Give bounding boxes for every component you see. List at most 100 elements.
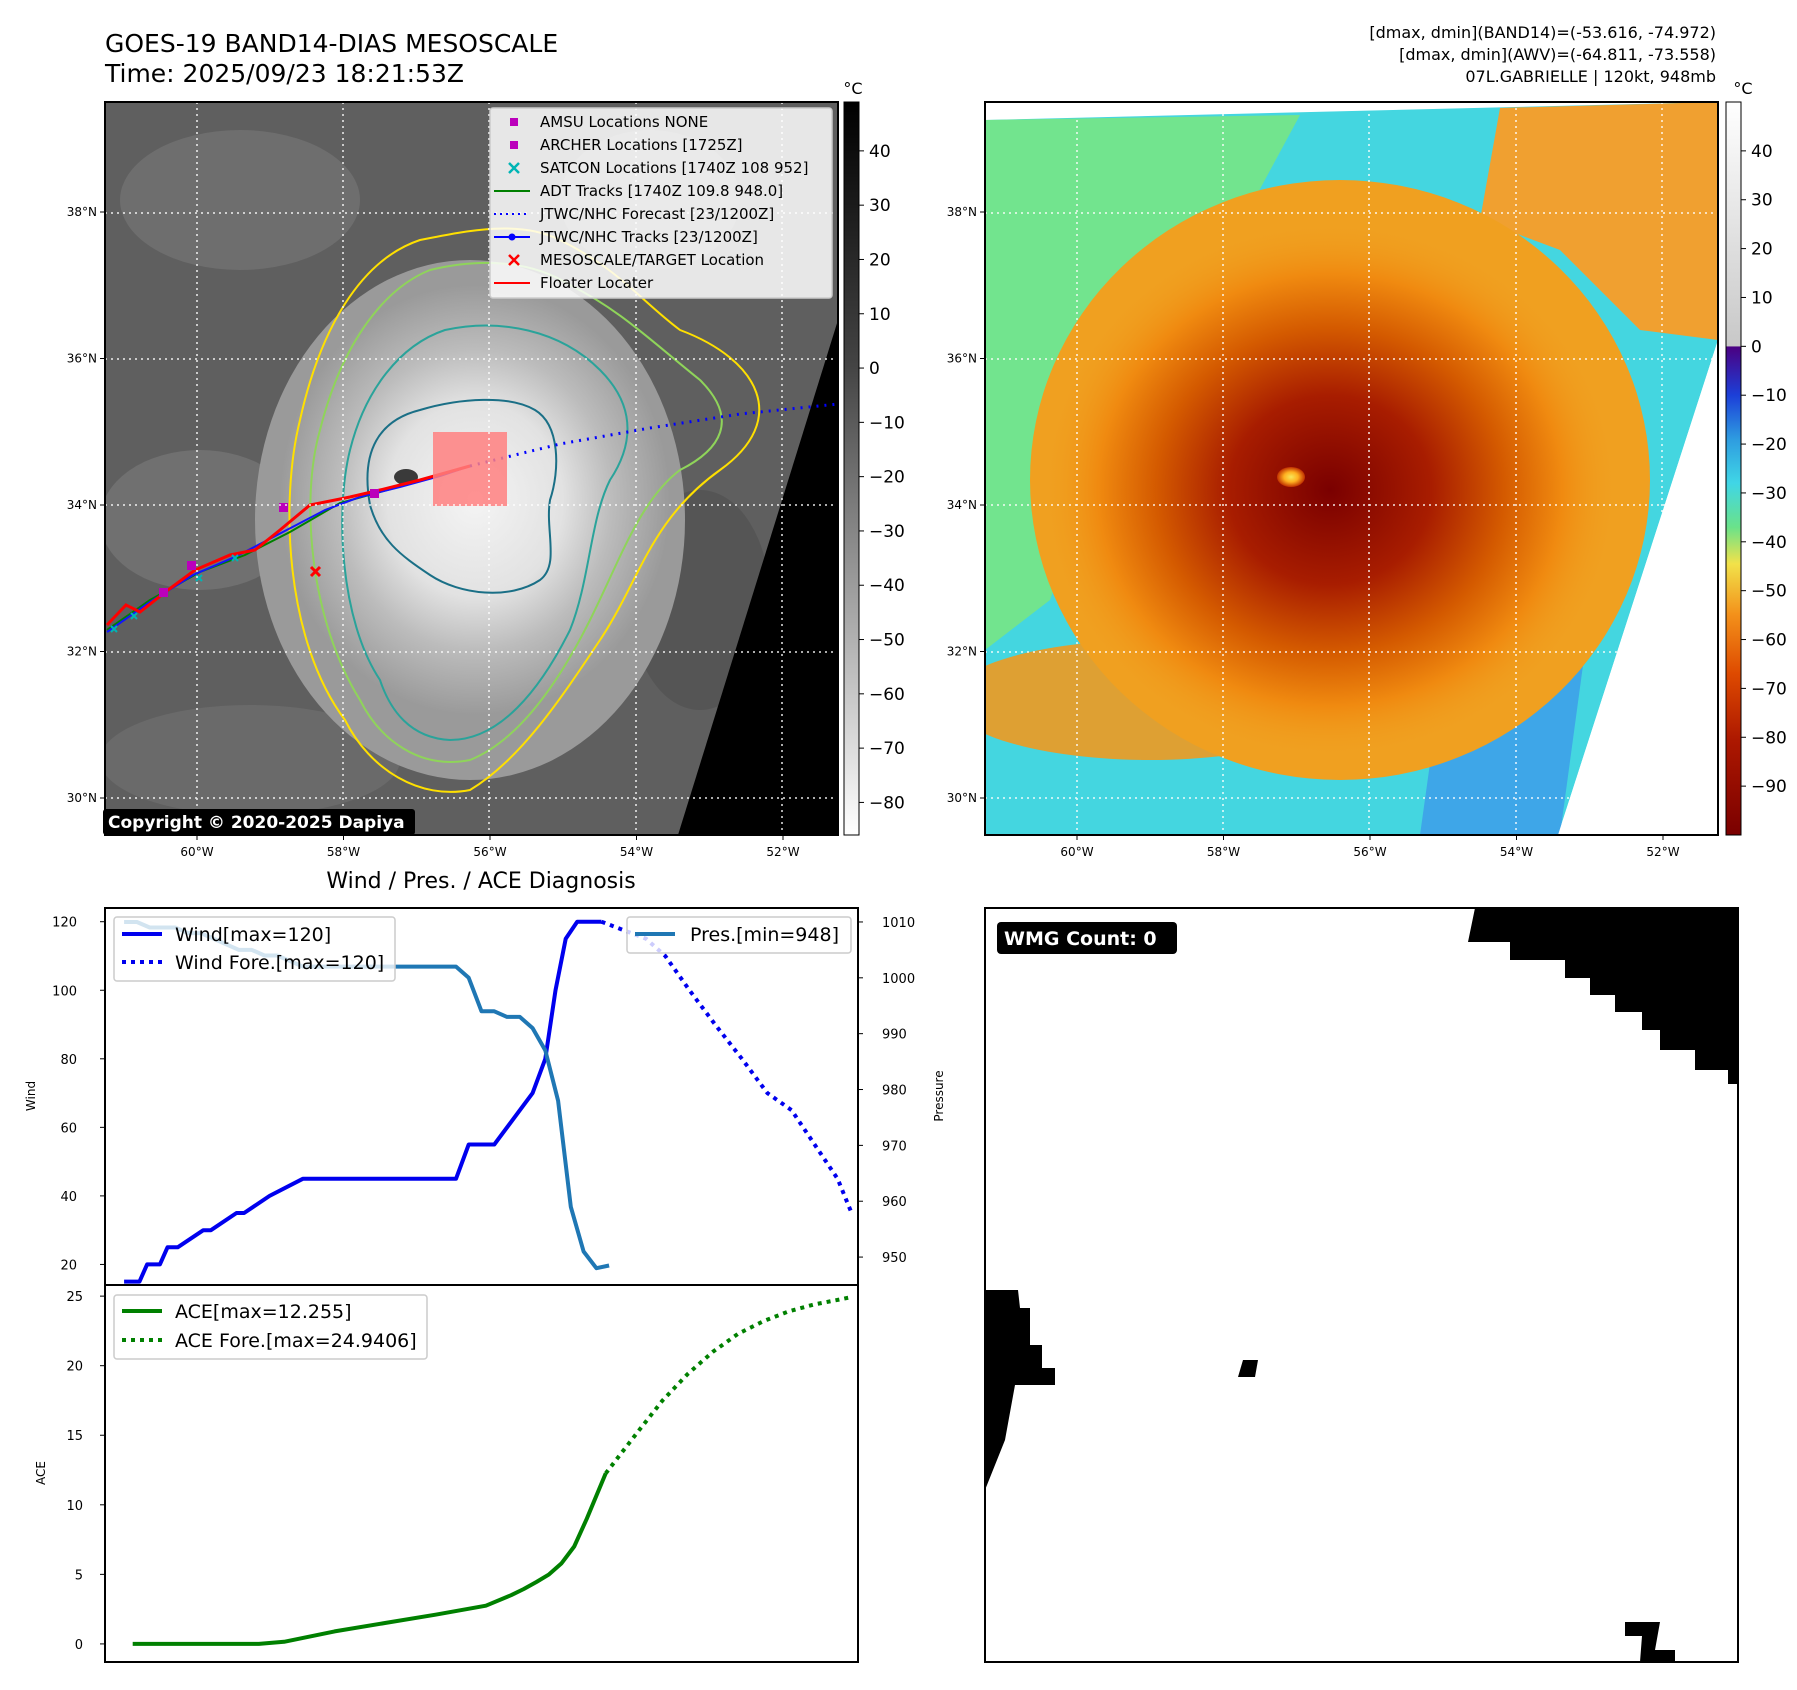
- ir-colorbar-ramp: [843, 101, 860, 836]
- floater-locater: [105, 464, 471, 627]
- legend-label: AMSU Locations NONE: [540, 113, 708, 131]
- lat-label: 36°N: [947, 352, 977, 366]
- colorbar-tick-label: −50: [869, 631, 905, 651]
- ir-contour-dark-teal: [366, 398, 558, 594]
- ir-colorbar: °C 40 30 20 10 0 −10 −20 −30 −40 −50 −60 −70 −80: [843, 79, 905, 836]
- series-wind-max-----: [124, 919, 602, 1284]
- colorbar-tick-label: −80: [1751, 728, 1787, 748]
- colorbar-tick-label: −50: [1751, 582, 1787, 602]
- lat-label: 30°N: [67, 791, 97, 805]
- lat-label: 32°N: [947, 645, 977, 659]
- ace-fore-legend-label: ACE Fore.[max=24.9406]: [175, 1330, 417, 1352]
- pressure-tick-label: 970: [882, 1139, 907, 1154]
- wmg-mask-bottom-right: [1625, 1622, 1675, 1662]
- lon-label: 58°W: [327, 845, 360, 859]
- wind-tick-label: 20: [60, 1258, 77, 1273]
- lon-label: 54°W: [1500, 845, 1533, 859]
- wv-colorbar-unit: °C: [1733, 79, 1752, 98]
- lat-label: 32°N: [67, 645, 97, 659]
- figure-time: Time: 2025/09/23 18:21:53Z: [104, 59, 464, 88]
- legend-marker-x: [508, 162, 520, 174]
- legend-marker-dot: [508, 233, 516, 241]
- ace-tick-label: 10: [66, 1499, 83, 1514]
- ir-texture: [105, 450, 300, 590]
- legend-box: [489, 107, 833, 299]
- wind-tick-label: 60: [60, 1121, 77, 1136]
- wv-upper-outflow: [1480, 102, 1718, 340]
- ir-contour-light-green: [309, 261, 723, 763]
- floater-box: [433, 432, 507, 506]
- pressure-tick-label: 1010: [882, 916, 915, 931]
- colorbar-tick-label: −70: [869, 739, 905, 759]
- wind-tick-label: 40: [60, 1190, 77, 1205]
- lat-label: 38°N: [947, 205, 977, 219]
- colorbar-tick-label: −60: [869, 685, 905, 705]
- wmg-mask-top-right: [1468, 908, 1738, 1084]
- ir-contour-teal: [341, 324, 629, 742]
- lat-label: 30°N: [947, 791, 977, 805]
- wmg-mask-spot: [1238, 1360, 1258, 1377]
- colorbar-tick-label: −10: [869, 413, 905, 433]
- info-storm: 07L.GABRIELLE | 120kt, 948mb: [1465, 67, 1716, 86]
- wind-legend: Wind[max=120] Wind Fore.[max=120]: [113, 916, 396, 982]
- wind-legend-label: Wind[max=120]: [175, 924, 331, 946]
- lon-label: 54°W: [620, 845, 653, 859]
- colorbar-tick-label: −20: [1751, 435, 1787, 455]
- lon-label: 60°W: [180, 845, 213, 859]
- colorbar-tick-label: 30: [869, 196, 891, 216]
- ace-tick-label: 20: [66, 1360, 83, 1375]
- ir-no-data-region: [678, 320, 838, 835]
- colorbar-tick-label: 40: [1751, 142, 1773, 162]
- pressure-tick-label: 990: [882, 1028, 907, 1043]
- ir-texture: [120, 130, 360, 270]
- wmg-count-box: [997, 922, 1177, 954]
- ir-contour-yellow: [288, 227, 761, 793]
- legend-label: ADT Tracks [1740Z 109.8 948.0]: [540, 182, 783, 200]
- pressure-legend-label: Pres.[min=948]: [690, 924, 839, 946]
- pressure-axis-label: Pressure: [932, 1070, 946, 1121]
- colorbar-tick-label: −20: [869, 468, 905, 488]
- colorbar-tick-label: −10: [1751, 386, 1787, 406]
- legend-label: JTWC/NHC Tracks [23/1200Z]: [539, 228, 758, 246]
- colorbar-tick-label: −30: [1751, 484, 1787, 504]
- ace-tick-label: 0: [75, 1638, 83, 1653]
- colorbar-tick-label: 40: [869, 142, 891, 162]
- ace-legend-box: [113, 1294, 428, 1360]
- series-ace-max--------: [132, 1472, 608, 1646]
- lat-label: 34°N: [67, 498, 97, 512]
- wv-gridlines: [985, 102, 1718, 835]
- lat-label: 34°N: [947, 498, 977, 512]
- lon-label: 58°W: [1207, 845, 1240, 859]
- wmg-panel: WMG Count: 0: [984, 907, 1739, 1663]
- wmg-mask-left: [985, 1290, 1055, 1490]
- colorbar-tick-label: 0: [1751, 337, 1762, 357]
- lat-label: 38°N: [67, 205, 97, 219]
- wv-core: [1040, 220, 1620, 760]
- wv-colorbar: °C 40 30 20 10 0 −10 −20 −30 −40 −50 −60 −70 −80 −90: [1725, 79, 1787, 836]
- figure-title: GOES-19 BAND14-DIAS MESOSCALE: [105, 29, 558, 58]
- lon-label: 52°W: [1646, 845, 1679, 859]
- lon-label: 52°W: [766, 845, 799, 859]
- pressure-tick-label: 980: [882, 1084, 907, 1099]
- ir-texture: [105, 705, 400, 815]
- wv-map-frame: [984, 101, 1719, 836]
- copyright-text: Copyright © 2020-2025 Dapiya: [108, 813, 405, 833]
- lon-label: 56°W: [473, 845, 506, 859]
- ace-axis-label: ACE: [34, 1461, 48, 1485]
- colorbar-tick-label: −90: [1751, 777, 1787, 797]
- wv-colorbar-ramp: [1725, 101, 1742, 836]
- colorbar-tick-label: −40: [1751, 533, 1787, 553]
- ace-tick-label: 25: [66, 1290, 83, 1305]
- mesoscale-target-marker: [309, 565, 322, 578]
- colorbar-tick-label: −30: [869, 522, 905, 542]
- wind-axis-label: Wind: [24, 1081, 38, 1111]
- wv-eye: [1277, 467, 1305, 487]
- ace-legend: ACE[max=12.255] ACE Fore.[max=24.9406]: [113, 1294, 428, 1360]
- legend-marker-square: [510, 141, 518, 149]
- jtwc-nhc-forecast: [469, 402, 838, 468]
- wind-pressure-chart: Wind Pressure 20 40 60 80 100 120 950 960 970 980…: [24, 907, 946, 1286]
- wmg-frame: [984, 907, 1739, 1663]
- diagnosis-title: Wind / Pres. / ACE Diagnosis: [326, 869, 635, 894]
- ace-legend-label: ACE[max=12.255]: [175, 1301, 352, 1323]
